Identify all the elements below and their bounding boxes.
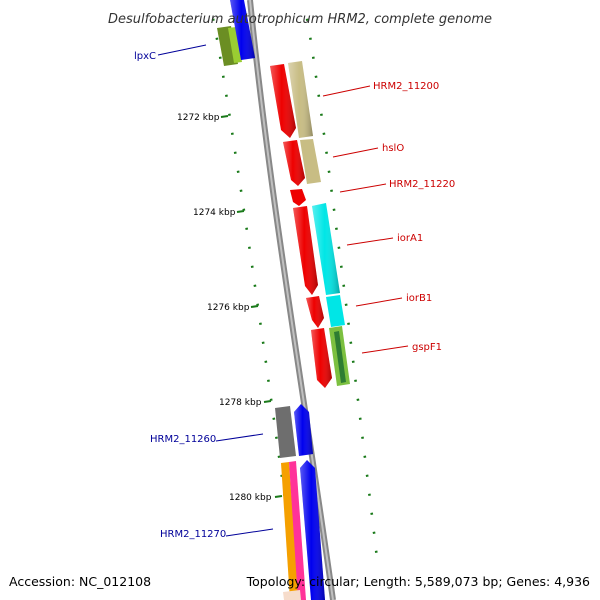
gene-labels: lpxC HRM2_11200 hslO HRM2_11220 iorA1 io… [134,51,455,540]
label-iorA1[interactable]: iorA1 [397,233,423,244]
ruler-tick [361,436,364,439]
ruler-tick [363,455,367,458]
ruler-tick [347,322,350,325]
ruler-tick [236,170,240,173]
ruler-tick [253,284,257,287]
gene-olive-strip[interactable] [228,27,242,63]
ruler-label-1272: 1272 kbp [177,113,220,123]
label-hrm2-11200[interactable]: HRM2_11200 [373,81,439,92]
ruler-tick [275,436,278,439]
ruler-tick [211,18,215,21]
ruler-tick [337,246,341,249]
gene-light[interactable] [283,590,301,600]
label-gspF1[interactable]: gspF1 [412,342,442,353]
ruler-tick [242,208,246,211]
ruler-tick [250,265,254,268]
ruler-tick [272,417,276,420]
label-hrm2-11260[interactable]: HRM2_11260 [150,434,216,445]
ruler-tick [358,417,362,420]
accession-text: Accession: NC_012108 [9,574,151,589]
ruler-tick [322,132,326,135]
ruler-tick [264,360,268,363]
ruler-tick [325,151,328,154]
ruler-tick [261,341,265,344]
ruler-tick [311,56,315,59]
label-leaders [157,44,409,537]
ruler-label-1278: 1278 kbp [219,398,262,408]
gene-khaki-2[interactable] [300,139,321,184]
label-lpxC[interactable]: lpxC [134,51,156,62]
ruler-tick [305,18,309,21]
ruler-tick [230,132,234,135]
ruler-tick [349,341,353,344]
ruler-label-1274: 1274 kbp [193,208,236,218]
gene-gray[interactable] [275,406,296,458]
ruler-label-1280: 1280 kbp [229,493,272,503]
gene-green-dark[interactable] [334,331,346,383]
ruler-tick [225,94,228,97]
ruler-tick [320,113,323,116]
ruler-tick [344,303,348,306]
ruler-tick [221,75,225,78]
ruler-tick [228,113,231,116]
ruler-tick [269,398,273,401]
ruler-tick [233,151,237,154]
ruler-tick [372,531,376,534]
map-title: Desulfobacterium autotrophicum HRM2, com… [108,12,492,27]
ruler-tick [356,398,360,401]
ruler-major-ticks [220,115,283,498]
gene-hrm2-11220[interactable] [290,189,306,206]
ruler-tick [327,170,331,173]
ruler-tick [374,550,378,553]
backbone [247,0,336,600]
genome-summary: Topology: circular; Length: 5,589,073 bp… [246,574,590,589]
ruler-labels: 1272 kbp 1274 kbp 1276 kbp 1278 kbp 1280… [177,113,272,503]
ruler-tick [339,265,343,268]
ruler-tick [314,75,318,78]
ruler-ticks-outer [305,18,378,553]
ruler-tick [256,303,260,306]
ruler-tick [351,360,355,363]
ruler-tick [218,56,222,59]
ruler-tick [365,474,369,477]
ruler-tick [330,189,333,192]
gene-cyan-2[interactable] [326,295,345,327]
label-hslO[interactable]: hslO [382,143,404,154]
ruler-tick [354,379,357,382]
label-hrm2-11220[interactable]: HRM2_11220 [389,179,455,190]
ruler-tick [215,37,219,40]
ruler-tick [309,37,312,40]
ruler-tick [267,379,270,382]
ruler-tick [248,246,251,249]
gene-features [217,0,350,600]
label-hrm2-11270[interactable]: HRM2_11270 [160,529,226,540]
ruler-tick [259,322,262,325]
ruler-tick [368,493,371,496]
label-iorB1[interactable]: iorB1 [406,293,432,304]
ruler-tick [239,189,243,192]
ruler-tick [317,94,321,97]
ruler-tick [370,512,374,515]
ruler-tick [245,227,249,230]
ruler-tick [342,284,346,287]
gene-pink[interactable] [289,461,306,600]
gene-orange[interactable] [281,462,299,600]
ruler-tick [332,208,336,211]
ruler-label-1276: 1276 kbp [207,303,250,313]
ruler-tick [335,227,338,230]
